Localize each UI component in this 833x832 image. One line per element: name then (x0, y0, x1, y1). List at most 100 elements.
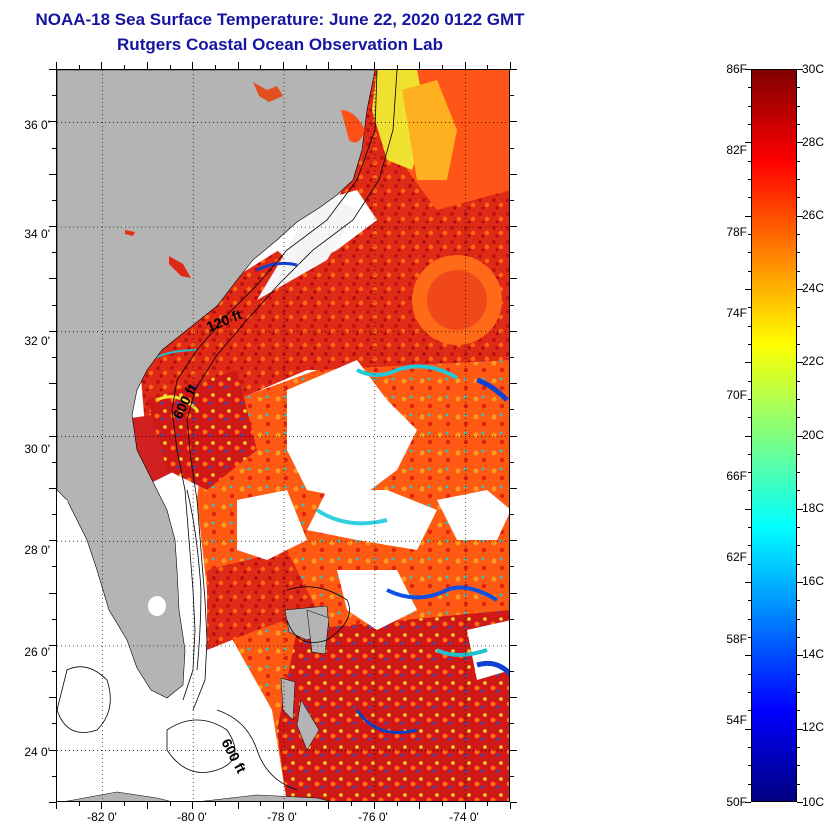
lon-tick (283, 62, 284, 69)
lat-tick (49, 69, 56, 70)
lon-tick (260, 65, 262, 69)
colorbar-tick (797, 105, 800, 107)
colorbar-tick (748, 637, 751, 639)
lon-tick (510, 802, 511, 809)
colorbar-tick (797, 142, 803, 144)
colorbar-tick (797, 123, 800, 125)
colorbar-tick (748, 747, 751, 749)
colorbar-tick (797, 728, 803, 730)
cloud-mask (237, 190, 509, 680)
lon-tick (373, 62, 375, 69)
colorbar-tick (745, 288, 751, 290)
sst-map-canvas: 120 ft 600 ft 600 ft (57, 70, 509, 801)
colorbar-label-c: 18C (802, 501, 825, 515)
colorbar-tick (745, 435, 751, 437)
lat-tick (510, 330, 517, 332)
lat-tick (49, 173, 56, 175)
lon-label: -76 0' (358, 810, 388, 824)
lat-tick (49, 435, 56, 437)
lat-tick (49, 540, 56, 542)
colorbar-tick (797, 747, 800, 749)
colorbar-tick (748, 197, 751, 199)
colorbar-tick (745, 728, 751, 730)
lat-tick (52, 618, 56, 620)
colorbar-tick (797, 325, 800, 327)
colorbar-tick (797, 545, 800, 547)
colorbar-tick (797, 197, 800, 199)
colorbar-tick (748, 490, 751, 492)
lat-label: 30 0' (24, 442, 50, 456)
colorbar-tick (748, 178, 751, 180)
lon-tick (419, 802, 421, 809)
colorbar-label-f: 82F (726, 143, 747, 157)
lat-tick (510, 618, 514, 620)
colorbar-tick (797, 343, 800, 345)
lon-tick (305, 802, 307, 806)
lon-tick (351, 65, 353, 69)
colorbar-tick (797, 673, 800, 675)
lat-tick (510, 802, 517, 803)
lat-tick (52, 723, 56, 725)
colorbar-tick (797, 252, 800, 254)
lat-tick (510, 723, 514, 725)
colorbar-tick (797, 692, 800, 694)
colorbar-tick (748, 123, 751, 125)
colorbar-tick (748, 160, 751, 162)
lon-tick (101, 62, 103, 69)
colorbar-tick (797, 582, 803, 584)
lon-tick (464, 62, 466, 69)
lat-tick (49, 383, 56, 385)
lon-tick (441, 802, 443, 806)
lon-tick (146, 62, 148, 69)
colorbar-tick (797, 508, 803, 510)
lat-tick (49, 121, 56, 123)
lon-tick (101, 802, 103, 809)
lat-tick (510, 252, 514, 254)
lon-tick (283, 802, 284, 809)
temperature-colorbar (751, 69, 797, 802)
lat-tick (52, 566, 56, 568)
colorbar-tick (748, 563, 751, 565)
lat-tick (510, 461, 514, 463)
colorbar-label-c: 24C (802, 281, 825, 295)
lat-tick (49, 749, 56, 751)
lat-tick (52, 199, 56, 201)
lat-tick (510, 540, 517, 542)
colorbar-tick (745, 69, 751, 70)
lat-tick (510, 592, 517, 594)
lon-tick (328, 62, 330, 69)
colorbar-tick (797, 288, 803, 290)
lat-tick (510, 95, 514, 97)
lon-tick (487, 802, 489, 806)
colorbar-label-f: 66F (726, 469, 747, 483)
colorbar-tick (797, 417, 800, 419)
lon-tick (464, 802, 466, 809)
colorbar-label-c: 16C (802, 574, 825, 588)
lon-label: -80 0' (177, 810, 207, 824)
lat-tick (510, 69, 517, 70)
lon-tick (56, 802, 57, 809)
lon-tick (328, 802, 330, 809)
colorbar-tick (748, 307, 751, 309)
colorbar-label-f: 58F (726, 632, 747, 646)
colorbar-label-f: 50F (726, 795, 747, 809)
lat-tick (52, 514, 56, 516)
colorbar-tick (797, 160, 800, 162)
lon-label: -78 0' (267, 810, 297, 824)
colorbar-tick (797, 178, 800, 180)
lon-tick (214, 65, 216, 69)
colorbar-tick (797, 783, 800, 785)
colorbar-tick (797, 490, 800, 492)
colorbar-tick (748, 343, 751, 345)
colorbar-tick (797, 233, 800, 235)
colorbar-tick (748, 527, 751, 529)
lat-tick (52, 409, 56, 411)
colorbar-tick (797, 472, 800, 474)
lon-tick (396, 65, 398, 69)
map-subtitle: Rutgers Coastal Ocean Observation Lab (117, 35, 443, 54)
lat-tick (510, 409, 514, 411)
colorbar-tick (748, 398, 751, 400)
colorbar-tick (748, 87, 751, 89)
lat-tick (510, 147, 514, 149)
colorbar-label-f: 78F (726, 225, 747, 239)
